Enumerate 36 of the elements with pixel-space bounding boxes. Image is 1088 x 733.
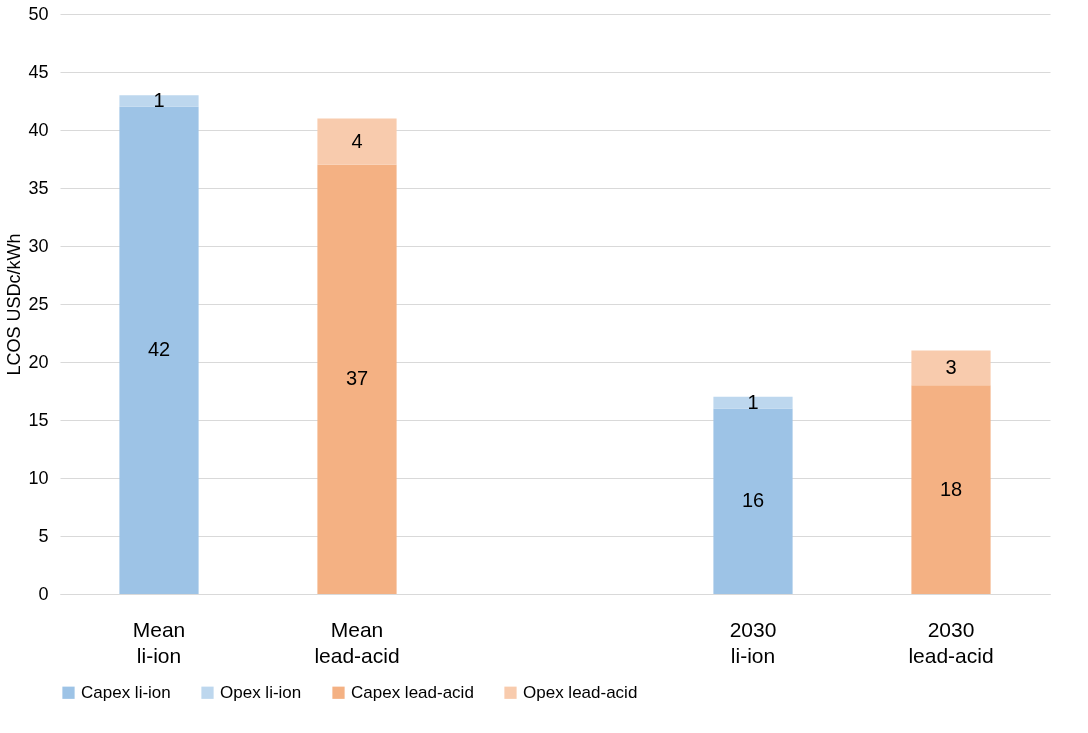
x-tick-label: 2030 lead-acid xyxy=(908,617,994,667)
legend-label: Opex lead-acid xyxy=(523,682,638,702)
x-tick-label: Mean li-ion xyxy=(132,617,186,667)
data-label: 1 xyxy=(153,89,165,111)
x-tick-label: Mean lead-acid xyxy=(314,617,400,667)
data-label: 4 xyxy=(351,129,363,152)
y-tick-label: 5 xyxy=(38,525,49,546)
data-label: 37 xyxy=(345,367,369,390)
x-tick-label: 2030 li-ion xyxy=(729,617,777,667)
bar xyxy=(119,95,199,107)
y-tick-label: 10 xyxy=(28,467,49,488)
y-tick-label: 30 xyxy=(28,235,49,256)
bar xyxy=(911,350,991,386)
y-axis-title: LCOS USDc/kWh xyxy=(4,233,25,376)
bar xyxy=(317,118,397,165)
y-tick-label: 25 xyxy=(28,293,49,314)
bar xyxy=(713,408,793,594)
data-label: 16 xyxy=(741,489,765,512)
y-tick-label: 45 xyxy=(28,61,49,82)
y-tick-label: 40 xyxy=(28,119,49,140)
bar xyxy=(911,385,991,594)
data-label: 18 xyxy=(939,477,963,500)
legend-label: Capex lead-acid xyxy=(351,682,474,702)
bar xyxy=(119,106,199,594)
data-label: 3 xyxy=(945,355,957,378)
data-label: 42 xyxy=(147,338,171,361)
legend-label: Opex li-ion xyxy=(220,682,302,702)
y-tick-label: 15 xyxy=(28,409,49,430)
legend-label: Capex li-ion xyxy=(81,682,171,702)
bar xyxy=(317,164,397,594)
y-tick-label: 50 xyxy=(28,3,49,24)
y-tick-label: 35 xyxy=(28,177,49,198)
y-tick-label: 0 xyxy=(38,583,49,604)
data-label: 1 xyxy=(747,390,759,413)
bar xyxy=(713,396,793,409)
y-tick-label: 20 xyxy=(28,351,49,372)
